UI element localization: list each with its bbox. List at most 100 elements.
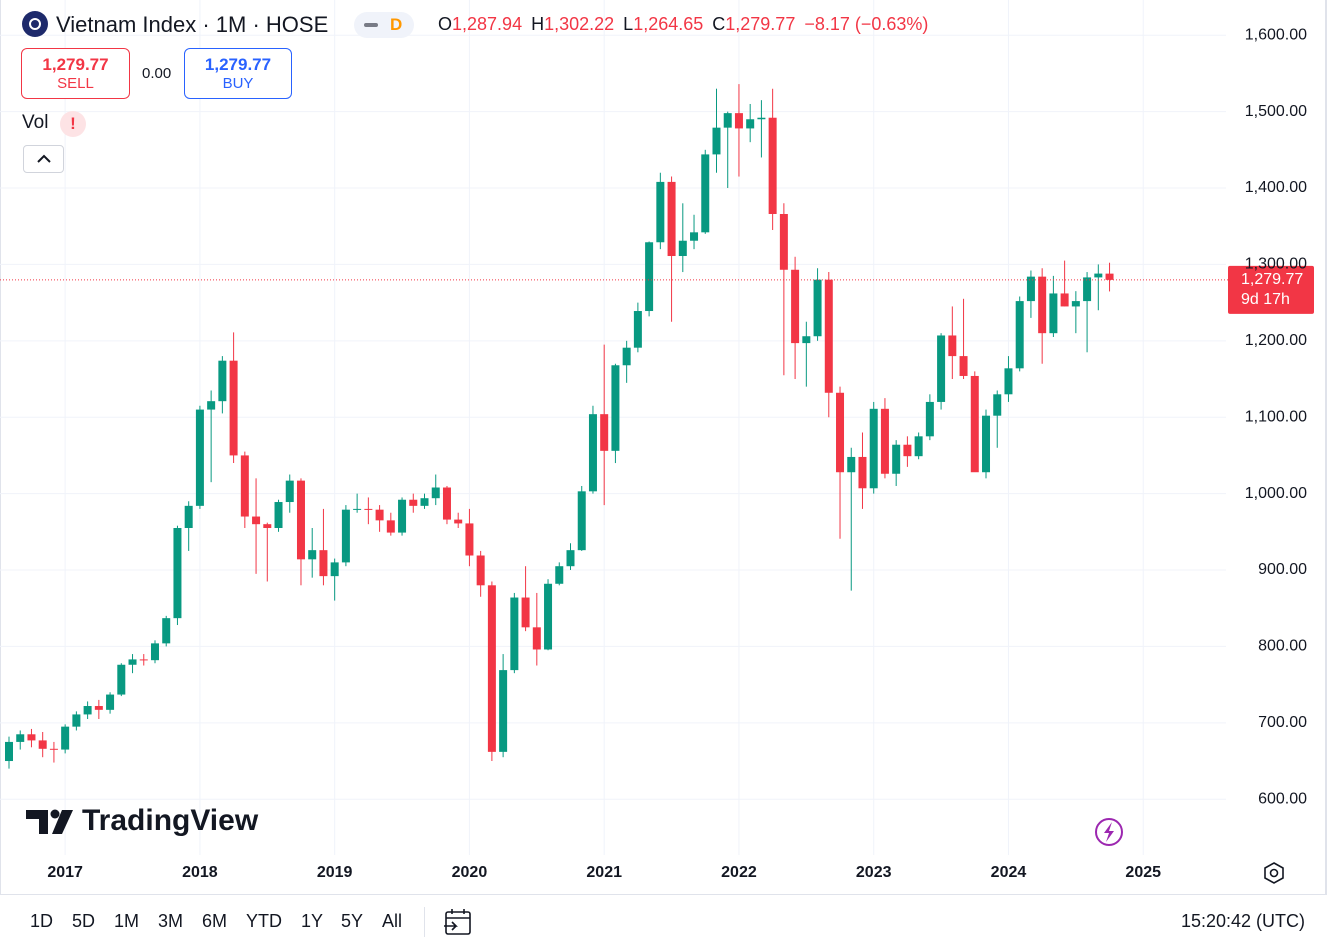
ohlc-key: H bbox=[531, 14, 545, 34]
ohlc-value: 1,264.65 bbox=[633, 14, 704, 34]
x-tick-label: 2018 bbox=[182, 864, 218, 881]
candle-body bbox=[409, 499, 418, 506]
candle-body bbox=[892, 444, 901, 474]
x-tick-label: 2022 bbox=[721, 864, 757, 881]
ohlc-key: O bbox=[438, 14, 453, 34]
candle-body bbox=[858, 456, 867, 489]
candle-body bbox=[1015, 301, 1024, 369]
collapse-button[interactable] bbox=[23, 145, 64, 173]
candle-body bbox=[398, 499, 407, 533]
candle-body bbox=[16, 734, 25, 742]
ohlc-key: L bbox=[623, 14, 634, 34]
candle-body bbox=[308, 550, 317, 560]
candle-body bbox=[993, 394, 1002, 416]
candle-body bbox=[117, 664, 126, 695]
spread: 0.00 bbox=[142, 65, 172, 82]
countdown-label: 9d 17h bbox=[1241, 291, 1290, 308]
candle-body bbox=[240, 455, 249, 517]
x-tick-label: 2020 bbox=[452, 864, 488, 881]
lightning-button[interactable] bbox=[1095, 818, 1123, 846]
candle-body bbox=[970, 375, 979, 473]
candle-body bbox=[1026, 276, 1035, 302]
status-badge[interactable]: D bbox=[354, 12, 414, 38]
candle-body bbox=[499, 670, 508, 752]
sell-price: 1,279.77 bbox=[42, 55, 109, 74]
symbol-logo bbox=[22, 11, 48, 37]
ohlc-legend: O1,287.94 H1,302.22 L1,264.65 C1,279.77 −8.1… bbox=[438, 14, 928, 35]
clock: 15:20:42 (UTC) bbox=[1180, 911, 1305, 931]
candle-body bbox=[420, 498, 429, 506]
range-button[interactable]: 1Y bbox=[301, 911, 324, 931]
candle-body bbox=[532, 627, 541, 650]
x-tick-label: 2017 bbox=[47, 864, 83, 881]
bottom-toolbar bbox=[0, 894, 1327, 944]
candle-body bbox=[566, 550, 575, 567]
candle-body bbox=[611, 365, 620, 451]
candle-body bbox=[824, 279, 833, 393]
candle-body bbox=[353, 508, 362, 510]
settings-icon[interactable] bbox=[1264, 862, 1284, 884]
candle-body bbox=[656, 181, 665, 243]
candle-body bbox=[555, 566, 564, 584]
chart: 1,279.77 9d 17h TradingView 600.00 700.00 8… bbox=[0, 0, 1327, 894]
candle-body bbox=[296, 480, 305, 560]
buy-button[interactable]: 1,279.77 BUY bbox=[184, 48, 292, 99]
y-tick-label: 1,000.00 bbox=[1245, 485, 1307, 502]
candle-body bbox=[476, 555, 485, 586]
candle-body bbox=[5, 741, 13, 762]
last-price-box bbox=[1228, 265, 1314, 314]
range-button[interactable]: 3M bbox=[158, 911, 184, 931]
range-button[interactable]: 6M bbox=[202, 911, 228, 931]
x-tick-label: 2024 bbox=[991, 864, 1027, 881]
range-button[interactable]: All bbox=[382, 911, 403, 931]
candle-body bbox=[588, 414, 597, 492]
candle-body bbox=[622, 347, 631, 366]
candle-body bbox=[577, 491, 586, 551]
indicator-warning[interactable]: ! bbox=[60, 111, 86, 137]
candle-body bbox=[914, 436, 923, 457]
candle-body bbox=[734, 113, 743, 129]
ohlc-value: 1,279.77 bbox=[725, 14, 796, 34]
range-button[interactable]: 1M bbox=[114, 911, 140, 931]
y-tick-label: 600.00 bbox=[1258, 790, 1307, 807]
candle-body bbox=[139, 659, 148, 661]
range-button[interactable]: YTD bbox=[246, 911, 282, 931]
candle-body bbox=[49, 748, 58, 750]
calendar-icon[interactable] bbox=[442, 907, 474, 937]
candle-body bbox=[600, 414, 609, 451]
candle-body bbox=[38, 740, 47, 749]
last-price-label: 1,279.77 bbox=[1241, 271, 1303, 288]
candle-body bbox=[27, 734, 36, 741]
candle-body bbox=[869, 408, 878, 489]
candle-body bbox=[1094, 273, 1103, 278]
candle-body bbox=[723, 113, 732, 128]
buy-label: BUY bbox=[222, 75, 254, 92]
candle-body bbox=[836, 392, 845, 473]
sell-label: SELL bbox=[57, 75, 94, 92]
ohlc-key: C bbox=[712, 14, 726, 34]
badge-letter: D bbox=[390, 15, 403, 34]
range-button[interactable]: 5D bbox=[72, 911, 96, 931]
candle-body bbox=[150, 643, 159, 661]
symbol-title[interactable]: Vietnam Index · 1M · HOSE bbox=[56, 12, 329, 37]
candle-body bbox=[173, 528, 182, 619]
candle-body bbox=[925, 401, 934, 437]
candle-body bbox=[690, 232, 699, 241]
candle-body bbox=[162, 618, 171, 644]
ohlc-value: 1,302.22 bbox=[544, 14, 615, 34]
candle-body bbox=[285, 480, 294, 503]
y-tick-label: 1,600.00 bbox=[1245, 26, 1307, 43]
chart-background bbox=[0, 0, 1327, 894]
candle-body bbox=[364, 508, 373, 510]
indicator-name[interactable]: Vol bbox=[22, 112, 49, 133]
candle-body bbox=[207, 401, 216, 410]
candle-body bbox=[982, 415, 991, 473]
candle-body bbox=[510, 597, 519, 671]
sell-button[interactable]: 1,279.77 SELL bbox=[21, 48, 130, 99]
candle-body bbox=[1004, 368, 1013, 395]
range-button[interactable]: 1D bbox=[30, 911, 54, 931]
range-button[interactable]: 5Y bbox=[341, 911, 364, 931]
candle-body bbox=[937, 335, 946, 402]
y-tick-label: 1,400.00 bbox=[1245, 179, 1307, 196]
